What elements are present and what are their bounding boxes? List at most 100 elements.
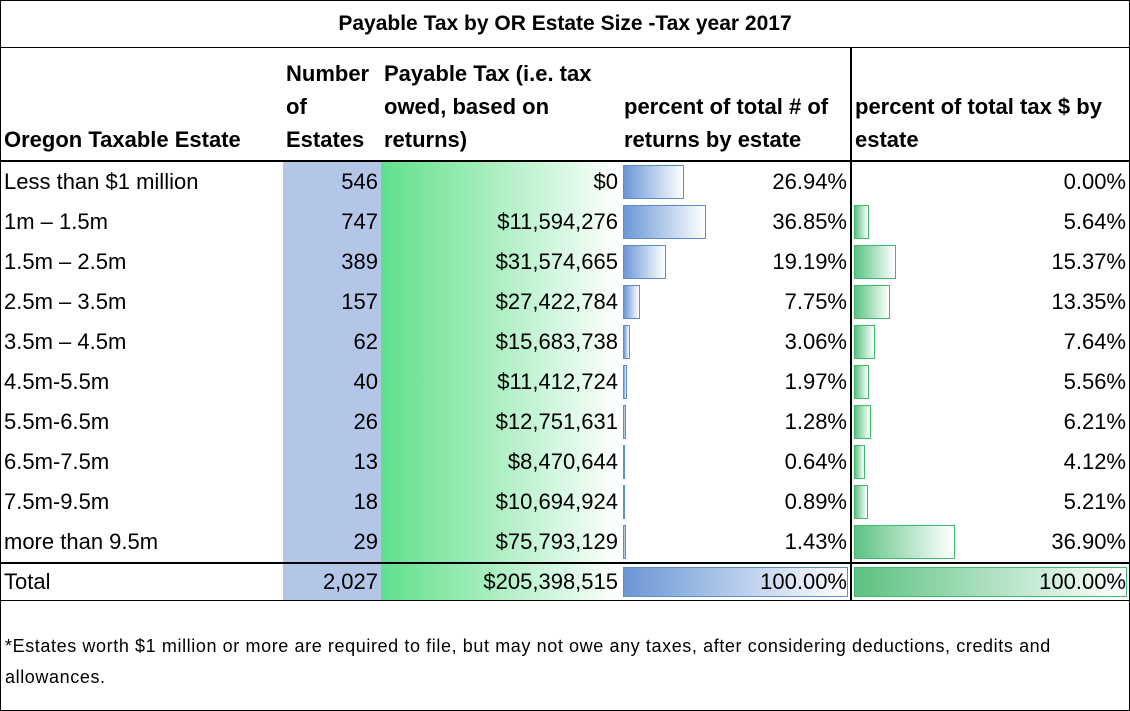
cell: 3.5m – 4.5m [1, 322, 283, 362]
data-bar [854, 525, 955, 559]
cell: 5.64% [850, 202, 1129, 242]
cell: 13 [283, 442, 381, 482]
cell: $8,470,644 [381, 442, 621, 482]
data-bar [854, 245, 896, 279]
cell-text: 18 [353, 489, 378, 514]
cell-text: 747 [341, 209, 378, 234]
cell-text: $27,422,784 [495, 289, 618, 314]
cell-text: $75,793,129 [495, 529, 618, 554]
cell: 13.35% [850, 282, 1129, 322]
cell: 6.5m-7.5m [1, 442, 283, 482]
cell-text: 1.97% [784, 369, 847, 394]
cell-text: 389 [341, 249, 378, 274]
cell-text: 0.89% [784, 489, 847, 514]
column-header: Number of Estates [283, 47, 381, 162]
cell-text: 7.5m-9.5m [4, 489, 110, 514]
cell-text: $11,594,276 [497, 209, 618, 234]
cell: $75,793,129 [381, 522, 621, 563]
cell-text: 1.28% [784, 409, 847, 434]
cell-text: $12,751,631 [495, 409, 618, 434]
cell: Less than $1 million [1, 161, 283, 202]
cell-text: 0.64% [784, 449, 847, 474]
cell: 5.21% [850, 482, 1129, 522]
data-bar [623, 285, 641, 319]
cell: 100.00% [621, 562, 851, 601]
cell-text: 1m – 1.5m [4, 209, 108, 234]
cell-text: 4.12% [1063, 449, 1126, 474]
data-row: 6.5m-7.5m 13 $8,470,644 0.64% 4.12% [1, 442, 1129, 482]
cell: 0.00% [850, 161, 1129, 202]
cell: 0.64% [621, 442, 851, 482]
cell: $11,594,276 [381, 202, 621, 242]
column-header: Payable Tax (i.e. tax owed, based on ret… [381, 47, 621, 162]
cell: 157 [283, 282, 381, 322]
cell: 62 [283, 322, 381, 362]
cell-text: 13 [353, 449, 378, 474]
cell: 0.89% [621, 482, 851, 522]
data-row: Less than $1 million 546 $0 26.94% 0.00% [1, 161, 1129, 202]
cell: 15.37% [850, 242, 1129, 282]
data-row: 3.5m – 4.5m 62 $15,683,738 3.06% 7.64% [1, 322, 1129, 362]
cell-text: more than 9.5m [4, 529, 159, 554]
cell: 36.85% [621, 202, 851, 242]
cell: 389 [283, 242, 381, 282]
cell: $15,683,738 [381, 322, 621, 362]
cell-text: 546 [341, 169, 378, 194]
cell: 4.12% [850, 442, 1129, 482]
cell-text: 29 [353, 529, 378, 554]
cell-text: 62 [353, 329, 378, 354]
data-bar [854, 445, 866, 479]
header-row: Oregon Taxable Estate Number of Estates Pa… [1, 47, 1129, 162]
cell-text: $10,694,924 [495, 489, 618, 514]
data-bar [854, 325, 875, 359]
cell-text: 5.56% [1063, 369, 1126, 394]
cell: 546 [283, 161, 381, 202]
data-row: 1m – 1.5m 747 $11,594,276 36.85% 5.64% [1, 202, 1129, 242]
data-bar [623, 567, 848, 597]
cell: 36.90% [850, 522, 1129, 563]
data-row: 2.5m – 3.5m 157 $27,422,784 7.75% 13.35% [1, 282, 1129, 322]
cell: 100.00% [850, 562, 1129, 601]
cell-text: 26.94% [772, 169, 847, 194]
cell-text: $0 [593, 169, 618, 194]
cell-text: 7.75% [784, 289, 847, 314]
cell-text: 0.00% [1063, 169, 1126, 194]
cell-text: 3.06% [784, 329, 847, 354]
cell: $0 [381, 161, 621, 202]
cell: 7.75% [621, 282, 851, 322]
data-bar [623, 165, 684, 199]
cell-text: $11,412,724 [497, 369, 618, 394]
cell-text: $15,683,738 [495, 329, 618, 354]
cell: 3.06% [621, 322, 851, 362]
cell: $205,398,515 [381, 562, 621, 601]
cell-text: 13.35% [1051, 289, 1126, 314]
data-row: 4.5m-5.5m 40 $11,412,724 1.97% 5.56% [1, 362, 1129, 402]
cell: Total [1, 562, 283, 601]
data-bar [623, 485, 625, 519]
cell: 18 [283, 482, 381, 522]
cell: 19.19% [621, 242, 851, 282]
cell: 2,027 [283, 562, 381, 601]
cell: 747 [283, 202, 381, 242]
column-header: percent of total tax $ by estate [850, 47, 1129, 162]
column-header: percent of total # of returns by estate [621, 47, 851, 162]
cell: 1.43% [621, 522, 851, 563]
cell: 26.94% [621, 161, 851, 202]
data-bar [623, 445, 625, 479]
cell: 5.56% [850, 362, 1129, 402]
data-bar [854, 365, 870, 399]
cell: 29 [283, 522, 381, 563]
cell-text: 26 [353, 409, 378, 434]
cell-text: 7.64% [1063, 329, 1126, 354]
data-bar [854, 205, 870, 239]
cell: 1.28% [621, 402, 851, 442]
cell: $10,694,924 [381, 482, 621, 522]
data-bar [623, 365, 628, 399]
table-title: Payable Tax by OR Estate Size -Tax year … [1, 1, 1129, 48]
cell-text: 1.5m – 2.5m [4, 249, 127, 274]
cell: 1.5m – 2.5m [1, 242, 283, 282]
cell-text: 15.37% [1051, 249, 1126, 274]
cell-text: 6.21% [1063, 409, 1126, 434]
data-bar [854, 567, 1127, 597]
